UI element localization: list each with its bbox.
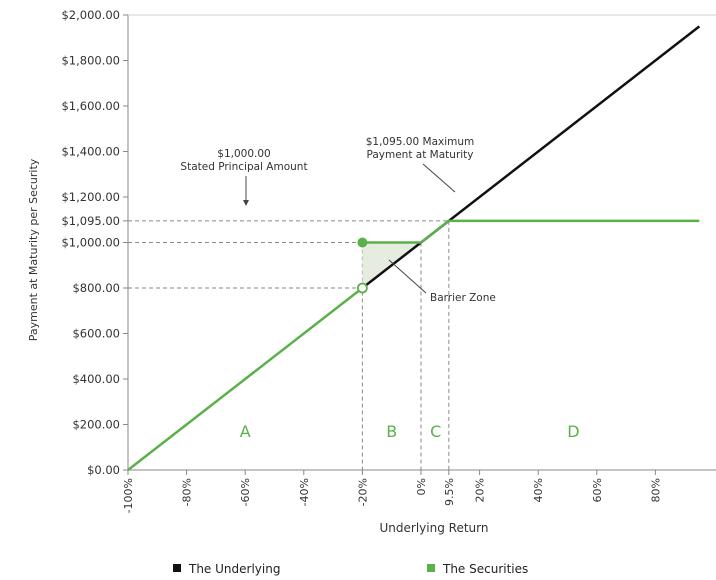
legend-swatch-securities xyxy=(427,564,435,572)
principal-annotation-arrowhead xyxy=(243,200,249,206)
securities-line-segment xyxy=(362,219,700,244)
securities-line-segment xyxy=(127,287,364,471)
x-tick-label: 9.5% xyxy=(443,478,456,506)
securities-open-marker xyxy=(356,282,368,294)
region-label: C xyxy=(430,422,441,441)
maximum-annotation-line1: $1,095.00 Maximum xyxy=(366,136,475,148)
barrier-zone-label: Barrier Zone xyxy=(430,292,496,304)
x-tick-label: -80% xyxy=(181,478,194,506)
x-tick-label: -20% xyxy=(356,478,369,506)
x-tick-label: -40% xyxy=(298,478,311,506)
y-tick-label: $600.00 xyxy=(72,327,120,341)
y-tick-label: $1,095.00 xyxy=(61,214,120,228)
y-tick-label: $1,400.00 xyxy=(61,145,120,159)
y-tick-label: $200.00 xyxy=(72,418,120,432)
securities-closed-marker xyxy=(357,237,368,248)
y-axis-title: Payment at Maturity per Security xyxy=(27,158,40,341)
underlying-line xyxy=(361,25,701,289)
x-tick-label: 40% xyxy=(532,478,545,502)
x-tick-label: 20% xyxy=(474,478,487,502)
y-tick-label: $400.00 xyxy=(72,372,120,386)
region-label: A xyxy=(240,422,251,441)
x-tick-label: 60% xyxy=(591,478,604,502)
x-tick-label: 0% xyxy=(415,478,428,495)
region-label: B xyxy=(386,422,397,441)
y-tick-label: $1,000.00 xyxy=(61,236,120,250)
legend-swatch-underlying xyxy=(173,564,181,572)
y-tick-label: $1,200.00 xyxy=(61,190,120,204)
principal-annotation-line2: Stated Principal Amount xyxy=(180,161,307,173)
legend-label-underlying: The Underlying xyxy=(188,562,280,576)
legend-label-securities: The Securities xyxy=(442,562,528,576)
y-tick-label: $1,800.00 xyxy=(61,54,120,68)
maximum-annotation-arrow xyxy=(422,163,456,193)
x-tick-label: -100% xyxy=(122,478,135,513)
y-tick-label: $0.00 xyxy=(87,463,120,477)
barrier-zone-arrow xyxy=(388,259,427,294)
x-tick-label: 80% xyxy=(649,478,662,502)
maximum-annotation-line2: Payment at Maturity xyxy=(366,149,473,161)
principal-annotation-line1: $1,000.00 xyxy=(217,148,270,160)
y-tick-label: $1,600.00 xyxy=(61,99,120,113)
region-label: D xyxy=(567,422,579,441)
x-tick-label: -60% xyxy=(239,478,252,506)
x-axis-title: Underlying Return xyxy=(380,521,489,535)
y-tick-label: $2,000.00 xyxy=(61,8,120,22)
y-tick-label: $800.00 xyxy=(72,281,120,295)
